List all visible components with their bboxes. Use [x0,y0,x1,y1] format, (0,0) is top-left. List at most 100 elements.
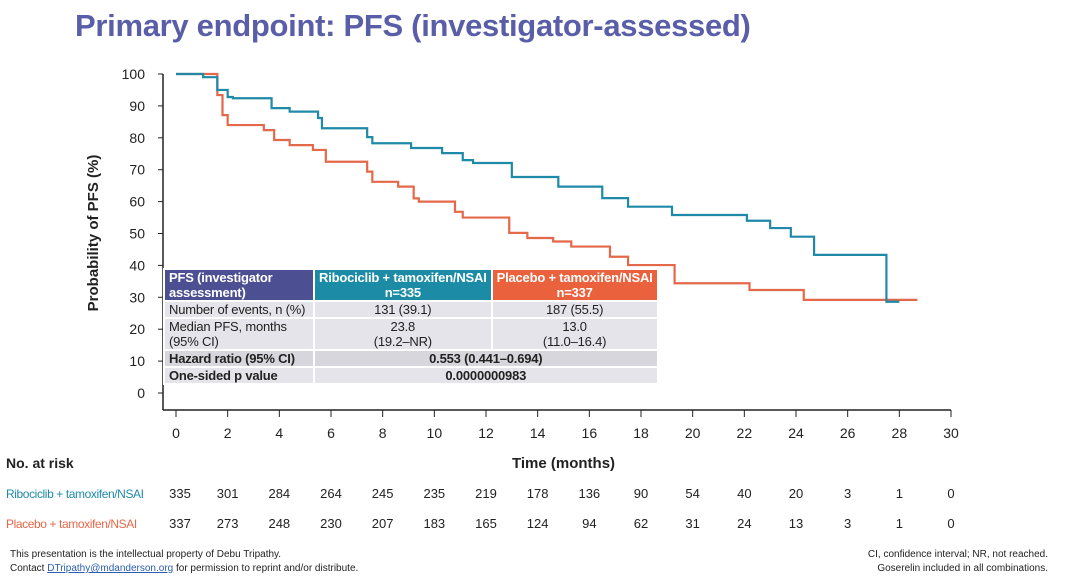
at-risk-value: 284 [268,486,291,501]
at-risk-value: 124 [526,516,549,531]
km-curve-ribociclib [176,72,900,303]
table-header-label: PFS (investigator assessment) [163,268,315,302]
at-risk-value: 230 [320,516,342,531]
cell: 13.0 (11.0–16.4) [490,317,659,351]
at-risk-value: 20 [788,486,804,501]
x-tick-label: 30 [943,425,959,441]
x-tick-label: 24 [788,425,804,441]
x-tick-label: 28 [892,425,908,441]
x-tick-label: 6 [327,425,335,441]
x-tick-label: 14 [530,425,546,441]
slide-title: Primary endpoint: PFS (investigator-asse… [75,8,751,43]
y-tick-label: 70 [129,162,145,178]
footer-right: CI, confidence interval; NR, not reached… [868,548,1048,576]
y-tick-label: 80 [129,130,145,146]
cell: 0.0000000983 [313,366,659,385]
y-tick-label: 10 [129,353,145,369]
footer-text: CI, confidence interval; NR, not reached… [867,549,1048,560]
pfs-summary-table: PFS (investigator assessment) Ribociclib… [163,268,659,385]
x-tick-label: 16 [582,425,598,441]
at-risk-value: 335 [169,486,191,501]
arm-n: n=335 [384,285,421,300]
x-tick-label: 22 [737,425,753,441]
y-tick-label: 50 [129,226,145,242]
y-tick-label: 90 [129,98,145,114]
at-risk-value: 40 [737,486,752,501]
at-risk-value: 235 [423,486,446,501]
at-risk-value: 3 [844,516,852,531]
table-header-placebo: Placebo + tamoxifen/NSAI n=337 [490,268,659,302]
table-header-ribociclib: Ribociclib + tamoxifen/NSAI n=335 [313,268,493,302]
text: (11.0–16.4) [542,334,607,349]
footer-left: This presentation is the intellectual pr… [10,548,358,576]
at-risk-value: 248 [268,516,291,531]
text: Median PFS, months [169,319,287,334]
at-risk-row-label: Placebo + tamoxifen/NSAI [6,517,137,531]
cell: 0.553 (0.441–0.694) [313,349,659,368]
at-risk-value: 337 [169,516,191,531]
x-tick-label: 20 [685,425,701,441]
at-risk-value: 54 [685,486,700,501]
text: (19.2–NR) [373,334,432,349]
table-row: Hazard ratio (95% CI) 0.553 (0.441–0.694… [163,349,659,368]
row-label: Hazard ratio (95% CI) [163,349,315,368]
x-tick-label: 0 [172,425,180,441]
header-text: PFS (investigator assessment) [169,270,273,300]
footer-text: Goserelin included in all combinations. [877,563,1048,574]
x-axis-label: Time (months) [512,455,615,472]
at-risk-title: No. at risk [6,455,74,471]
at-risk-value: 165 [475,516,497,531]
cell: 187 (55.5) [490,300,659,319]
at-risk-value: 94 [582,516,597,531]
x-tick-label: 4 [275,425,283,441]
at-risk-value: 13 [788,516,804,531]
y-tick-label: 60 [129,194,145,210]
at-risk-value: 31 [685,516,700,531]
at-risk-value: 3 [844,486,852,501]
table-row: One-sided p value 0.0000000983 [163,366,659,385]
table-row: Number of events, n (%) 131 (39.1) 187 (… [163,300,659,319]
footer-text: This presentation is the intellectual pr… [10,549,282,560]
at-risk-value: 0 [947,486,955,501]
at-risk-value: 1 [895,486,903,501]
at-risk-value: 301 [216,486,239,501]
at-risk-value: 1 [895,516,903,531]
at-risk-value: 264 [320,486,342,501]
table-row: Median PFS, months (95% CI) 23.8 (19.2–NR)… [163,317,659,351]
cell: 131 (39.1) [313,300,493,319]
y-tick-label: 30 [129,289,145,305]
email-link[interactable]: DTripathy@mdanderson.org [47,563,174,574]
x-tick-label: 8 [379,425,387,441]
at-risk-value: 90 [633,486,649,501]
arm-name: Ribociclib + tamoxifen/NSAI [319,270,487,285]
at-risk-value: 178 [526,486,549,501]
text: 23.8 [390,319,416,334]
at-risk-value: 0 [947,516,955,531]
at-risk-value: 273 [216,516,239,531]
at-risk-value: 24 [737,516,752,531]
y-tick-label: 40 [129,257,145,273]
row-label: Median PFS, months (95% CI) [163,317,315,351]
at-risk-value: 62 [633,516,649,531]
x-tick-label: 26 [840,425,856,441]
y-tick-label: 100 [122,66,146,82]
arm-name: Placebo + tamoxifen/NSAI [496,270,653,285]
row-label: Number of events, n (%) [163,300,315,319]
cell: 23.8 (19.2–NR) [313,317,493,351]
footer-text: for permission to reprint and/or distrib… [173,563,359,574]
x-tick-label: 12 [478,425,494,441]
km-curve-placebo [176,72,918,301]
arm-n: n=337 [556,285,593,300]
at-risk-value: 219 [475,486,497,501]
y-tick-label: 20 [129,321,145,337]
at-risk-value: 183 [423,516,446,531]
at-risk-value: 245 [371,486,394,501]
x-tick-label: 18 [633,425,649,441]
y-axis-label: Probability of PFS (%) [85,155,102,312]
text: 13.0 [562,319,587,334]
at-risk-value: 136 [578,486,601,501]
x-tick-label: 10 [427,425,443,441]
x-tick-label: 2 [224,425,232,441]
y-tick-label: 0 [137,385,145,401]
